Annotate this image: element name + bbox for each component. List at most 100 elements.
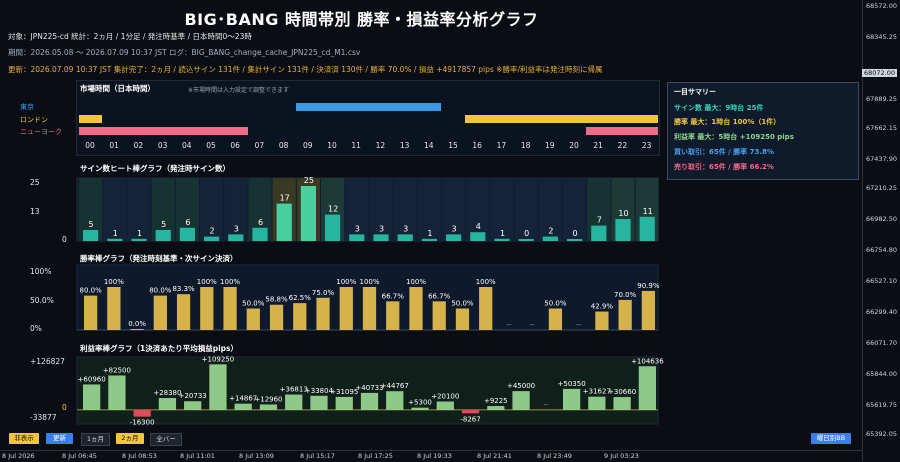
profit-bar [487, 406, 505, 410]
price-label: 67437.90 [865, 155, 897, 163]
hour-label: 10 [327, 141, 337, 150]
signals-bar [639, 216, 655, 241]
signals-value-label: 10 [618, 209, 628, 218]
winrate-value-label: 100% [220, 278, 240, 286]
profit-bar [411, 407, 429, 410]
signals-heat-cell [514, 178, 538, 241]
winrate-bar [107, 287, 121, 330]
winrate-bar [548, 308, 563, 330]
price-label: 68072.00 [861, 69, 897, 77]
signals-bar [397, 234, 413, 241]
winrate-bar [641, 290, 655, 330]
period-info: 期間：2026.05.08 〜 2026.07.09 10:37 JST ログ：… [8, 48, 361, 57]
time-label: 8 Jul 08:53 [122, 452, 157, 460]
profit-bar [133, 409, 151, 417]
winrate-bar [316, 297, 330, 330]
winrate-value-label: 83.3% [172, 285, 195, 293]
profit-bar [436, 401, 454, 410]
profit-value-label: -16300 [130, 419, 155, 427]
tokyo-session-bar [296, 103, 441, 111]
period-2m-button[interactable]: 2ヵ月 [116, 433, 144, 444]
signals-bar [204, 236, 220, 241]
winrate-value-label: 42.9% [591, 303, 614, 311]
winrate-tick-mid: 50.0% [30, 296, 54, 305]
signals-heat-cell [200, 178, 224, 241]
signals-bar [300, 186, 316, 241]
winrate-value-label: 50.0% [451, 300, 474, 308]
summary-signal-max: サイン数 最大：9時台 25件 [674, 104, 764, 112]
time-label: 8 Jul 23:49 [537, 452, 572, 460]
signals-bar [252, 227, 268, 241]
winrate-bar [339, 287, 353, 330]
price-label: 65392.05 [865, 430, 897, 438]
winrate-bar [595, 311, 609, 330]
signals-value-label: 2 [548, 227, 553, 236]
winrate-bar [386, 301, 400, 330]
profit-tick-top: +126827 [30, 357, 65, 366]
target-info: 対象：JPN225-cd 統計：2ヵ月 / 1分足 / 発注時基準 / 日本時間… [8, 32, 252, 41]
winrate-tick-top: 100% [30, 267, 52, 276]
profit-tick-bottom: -33877 [30, 413, 57, 422]
price-label: 65844.00 [865, 370, 897, 378]
winrate-bar [362, 287, 377, 330]
profit-value-label: +12960 [254, 395, 282, 403]
price-label: 67662.15 [865, 124, 897, 132]
signals-heat-cell [563, 178, 587, 241]
winrate-value-label: 90.9% [637, 282, 660, 290]
refresh-button[interactable]: 更新 [46, 433, 73, 444]
profit-value-label: -8267 [460, 415, 480, 423]
signals-heat-cell [393, 178, 417, 241]
signals-heat-cell [224, 178, 248, 241]
profit-value-label: +104636 [631, 357, 664, 365]
weekday-bb-button[interactable]: 曜日別BB [811, 433, 851, 444]
signals-heat-cell [587, 178, 611, 241]
winrate-empty-label: -- [530, 321, 536, 329]
signals-value-label: 11 [643, 207, 653, 216]
profit-value-label: +20100 [431, 392, 459, 400]
signals-bar [518, 239, 534, 241]
winrate-value-label: 75.0% [312, 289, 335, 297]
signals-bar [325, 214, 341, 241]
hour-label: 19 [545, 141, 555, 150]
signals-value-label: 3 [379, 224, 384, 233]
signals-value-label: 1 [427, 229, 432, 238]
london-session-bar-b [465, 115, 658, 123]
hour-label: 20 [569, 141, 579, 150]
signals-bar [276, 203, 292, 241]
market-panel-title: 市場時間（日本時間） [80, 84, 155, 93]
winrate-empty-label: -- [576, 321, 582, 329]
signals-value-label: 7 [597, 216, 602, 225]
signals-bar [591, 225, 607, 241]
winrate-bar [293, 303, 307, 330]
winrate-value-label: 100% [406, 278, 426, 286]
period-1m-button[interactable]: 1ヵ月 [81, 433, 110, 446]
signals-bar [446, 234, 462, 241]
time-label: 8 Jul 21:41 [477, 452, 512, 460]
profit-bar [209, 364, 227, 410]
all-bars-button[interactable]: 全バー [150, 433, 182, 446]
signals-heat-cell [127, 178, 151, 241]
hide-button[interactable]: 非表示 [9, 433, 39, 444]
profit-bar [285, 394, 303, 410]
time-label: 8 Jul 19:33 [417, 452, 452, 460]
profit-value-label: +30660 [608, 388, 636, 396]
signals-bar [567, 239, 583, 241]
signals-heat-cell [151, 178, 175, 241]
winrate-empty-label: -- [506, 321, 512, 329]
profit-value-label: +82500 [103, 366, 131, 374]
winrate-value-label: 50.0% [544, 300, 567, 308]
hour-label: 11 [351, 141, 361, 150]
signals-heat-cell [538, 178, 562, 241]
winrate-bar [200, 287, 214, 330]
signals-heat-cell [175, 178, 199, 241]
profit-bar [158, 398, 177, 410]
winrate-bar [618, 299, 632, 330]
newyork-label: ニューヨーク [20, 128, 62, 136]
hour-label: 13 [399, 141, 410, 150]
profit-value-label: +5300 [408, 399, 432, 407]
profit-value-label: +36813 [280, 386, 308, 394]
time-label: 8 Jul 06:45 [62, 452, 97, 460]
price-label: 66527.10 [865, 277, 897, 285]
price-label: 66071.70 [865, 339, 897, 347]
signals-bar [83, 230, 99, 241]
